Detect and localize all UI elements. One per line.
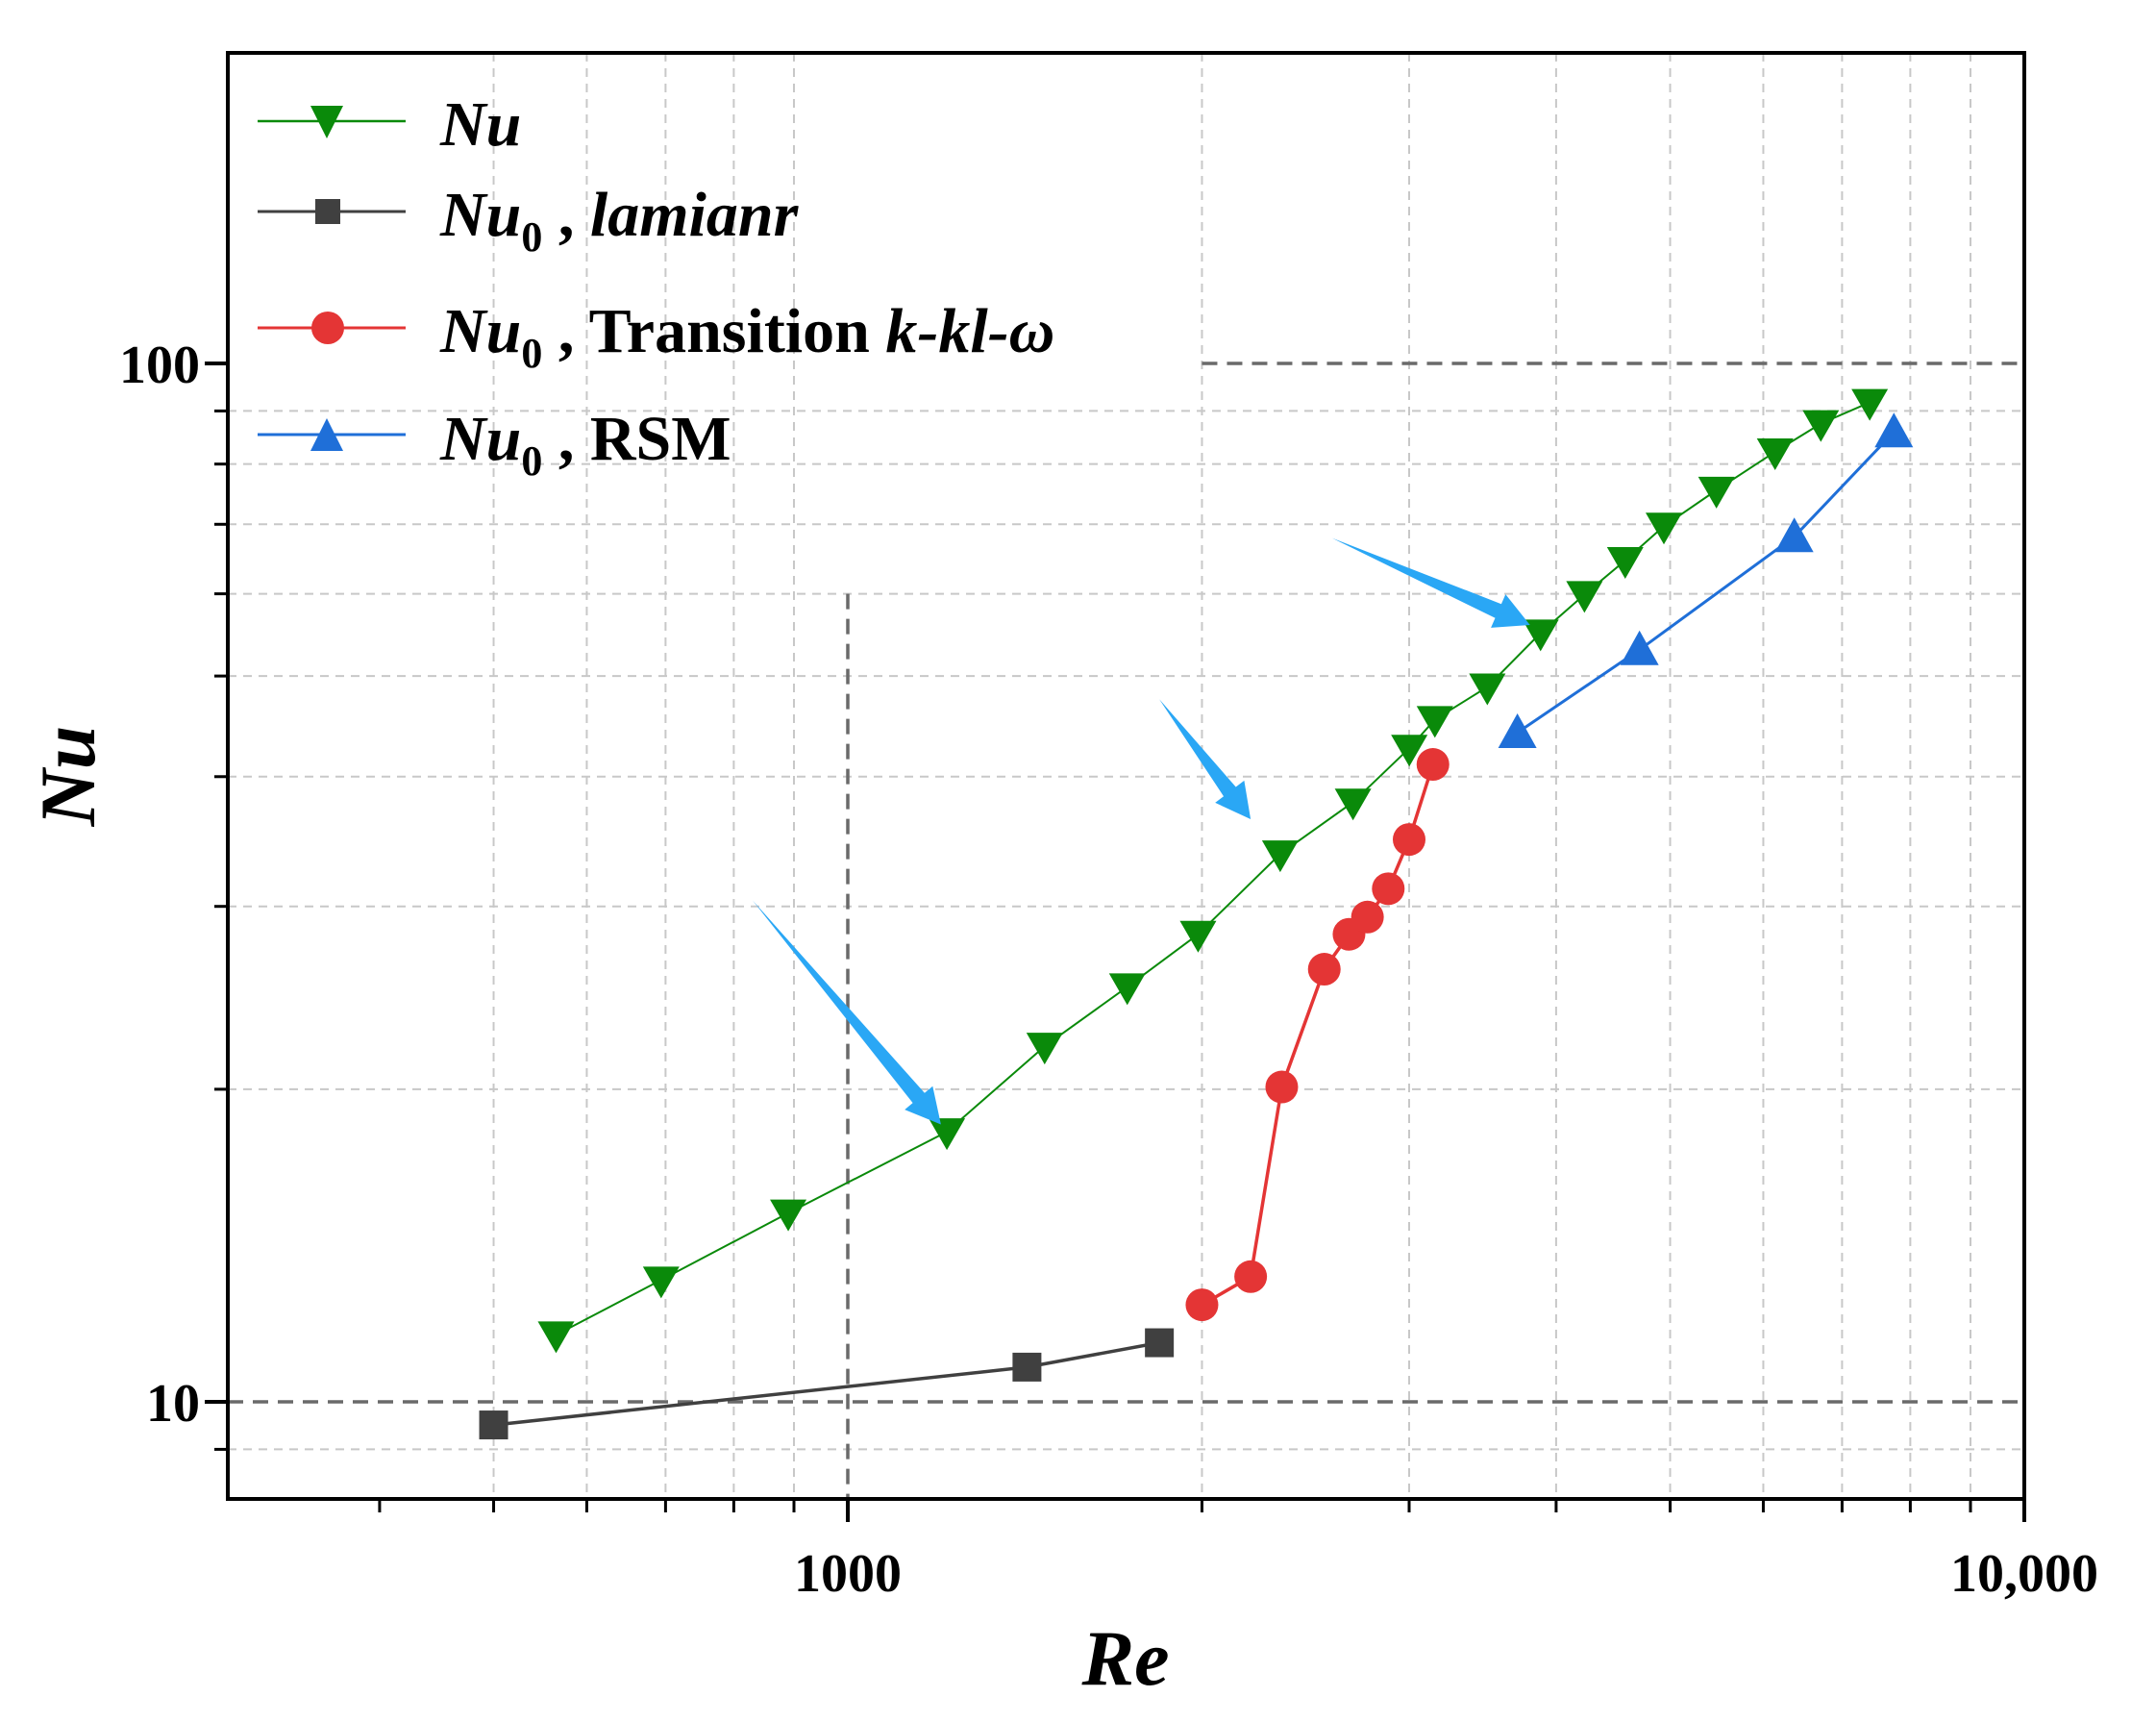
data-point-nu <box>1261 840 1299 873</box>
data-point-nu <box>1469 673 1506 706</box>
legend-item-laminar: Nu0 , lamianr <box>258 180 800 261</box>
legend-label-rsm: Nu0 , RSM <box>439 404 731 485</box>
data-point-nu <box>537 1321 575 1354</box>
data-point-nu <box>1566 581 1603 613</box>
data-point-transition <box>1416 748 1450 782</box>
x-tick-label: 10,000 <box>1950 1544 2098 1604</box>
data-point-laminar <box>1012 1352 1042 1382</box>
data-point-rsm <box>1774 517 1814 553</box>
legend-marker-nu <box>310 106 343 138</box>
y-axis-title: Nu <box>24 726 112 828</box>
data-point-rsm <box>1874 412 1914 448</box>
legend-label-nu: Nu <box>439 89 521 160</box>
data-point-nu <box>642 1266 680 1299</box>
legend-item-nu: Nu <box>258 89 521 160</box>
annotation-arrow <box>1331 537 1530 628</box>
data-point-transition <box>1392 823 1425 857</box>
x-axis-title: Re <box>1080 1614 1169 1702</box>
data-point-rsm <box>1498 713 1537 749</box>
legend-item-rsm: Nu0 , RSM <box>258 404 731 485</box>
data-point-transition <box>1351 900 1384 934</box>
legend-marker-transition <box>311 312 344 344</box>
data-point-nu <box>1802 410 1840 442</box>
series-line-nu <box>556 401 1871 1336</box>
legend-marker-laminar <box>315 199 340 224</box>
data-point-rsm <box>1620 630 1659 665</box>
data-point-nu <box>1646 512 1683 545</box>
legend-item-transition: Nu0 , Transition k-kl-ω <box>258 296 1054 377</box>
data-point-nu <box>1851 388 1889 421</box>
data-point-laminar <box>1145 1328 1175 1358</box>
reference-lines <box>228 362 2024 1499</box>
legend-marker-rsm <box>310 418 343 451</box>
data-point-nu <box>1179 920 1217 953</box>
data-point-transition <box>1185 1288 1219 1322</box>
data-point-transition <box>1265 1070 1299 1104</box>
data-point-nu <box>1606 546 1644 579</box>
series-layer <box>479 388 1914 1440</box>
x-tick-label: 1000 <box>794 1544 902 1604</box>
axis-ticks: 1000 10,000 10 100 <box>119 336 2098 1604</box>
data-point-transition <box>1372 872 1405 906</box>
legend-label-transition: Nu0 , Transition k-kl-ω <box>439 296 1054 377</box>
data-point-nu <box>1698 476 1735 509</box>
data-point-nu <box>1108 973 1146 1006</box>
data-point-nu <box>1026 1033 1063 1065</box>
annotation-arrow <box>1159 699 1251 819</box>
data-point-nu <box>1416 706 1453 738</box>
data-point-nu <box>770 1199 807 1232</box>
legend: Nu Nu0 , lamianr Nu0 , Transition k-kl-ω… <box>258 89 1054 485</box>
legend-label-laminar: Nu0 , lamianr <box>439 180 800 261</box>
data-point-laminar <box>479 1410 508 1440</box>
data-point-transition <box>1307 953 1341 986</box>
annotation-arrows <box>753 537 1530 1125</box>
data-point-transition <box>1234 1260 1268 1293</box>
y-tick-label: 100 <box>119 336 200 395</box>
data-point-nu <box>1334 788 1372 821</box>
data-point-nu <box>1522 619 1559 652</box>
data-point-nu <box>1756 437 1794 470</box>
data-point-nu <box>929 1118 966 1151</box>
y-tick-label: 10 <box>146 1374 200 1434</box>
series-line-rsm <box>1516 431 1896 735</box>
annotation-arrow <box>753 900 941 1125</box>
data-point-nu <box>1391 735 1428 767</box>
grid-lines <box>228 53 2024 1499</box>
